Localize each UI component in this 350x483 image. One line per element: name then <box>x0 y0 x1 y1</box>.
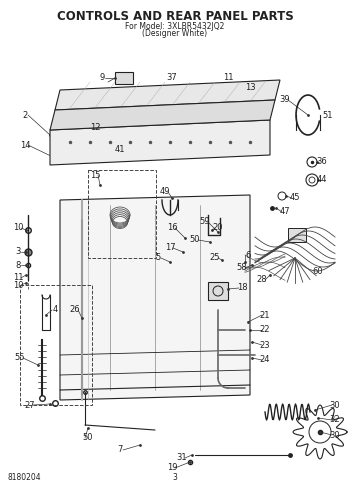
Text: 12: 12 <box>90 124 100 132</box>
Polygon shape <box>55 80 280 110</box>
Text: 15: 15 <box>90 170 100 180</box>
Text: 58: 58 <box>237 264 247 272</box>
Polygon shape <box>60 195 250 400</box>
Text: 11: 11 <box>223 73 233 83</box>
Text: For Model: 3XLBR5432JQ2: For Model: 3XLBR5432JQ2 <box>125 22 225 31</box>
Text: 60: 60 <box>313 268 323 276</box>
Text: 11: 11 <box>13 273 23 283</box>
Text: 20: 20 <box>213 224 223 232</box>
Text: 9: 9 <box>99 73 105 83</box>
Text: 30: 30 <box>330 430 340 440</box>
Text: 36: 36 <box>317 157 327 167</box>
Text: 59: 59 <box>200 217 210 227</box>
Text: 49: 49 <box>160 187 170 197</box>
Text: 8: 8 <box>15 260 21 270</box>
Text: 7: 7 <box>117 445 123 455</box>
Text: 6: 6 <box>245 251 251 259</box>
Text: 4: 4 <box>52 306 58 314</box>
Text: 50: 50 <box>83 434 93 442</box>
Bar <box>115 72 133 84</box>
Bar <box>20 285 92 405</box>
Text: 18: 18 <box>237 284 247 293</box>
Text: 50: 50 <box>190 236 200 244</box>
Text: 28: 28 <box>257 275 267 284</box>
Text: 27: 27 <box>25 400 35 410</box>
Text: 55: 55 <box>15 354 25 363</box>
Text: 2: 2 <box>22 111 28 119</box>
Text: 14: 14 <box>20 141 30 150</box>
Text: 47: 47 <box>280 208 290 216</box>
Text: 22: 22 <box>260 326 270 335</box>
Polygon shape <box>50 100 275 130</box>
Text: 5: 5 <box>155 254 161 262</box>
Text: 10: 10 <box>13 281 23 289</box>
Text: 17: 17 <box>165 243 175 253</box>
Text: 32: 32 <box>330 415 340 425</box>
Text: 31: 31 <box>177 454 187 463</box>
Text: 26: 26 <box>70 306 80 314</box>
Text: 45: 45 <box>290 194 300 202</box>
Bar <box>288 228 306 242</box>
Bar <box>208 282 228 300</box>
Text: 10: 10 <box>13 224 23 232</box>
Text: 3: 3 <box>173 473 177 483</box>
Text: (Designer White): (Designer White) <box>142 29 208 38</box>
Bar <box>88 170 156 258</box>
Text: 51: 51 <box>323 111 333 119</box>
Text: 44: 44 <box>317 175 327 185</box>
Text: 19: 19 <box>167 464 177 472</box>
Polygon shape <box>50 120 270 165</box>
Text: 13: 13 <box>245 84 255 93</box>
Text: 23: 23 <box>260 341 270 350</box>
Text: CONTROLS AND REAR PANEL PARTS: CONTROLS AND REAR PANEL PARTS <box>57 10 293 23</box>
Text: 37: 37 <box>167 73 177 83</box>
Text: 8180204: 8180204 <box>8 473 42 483</box>
Text: 3: 3 <box>15 247 21 256</box>
Text: 25: 25 <box>210 254 220 262</box>
Text: 39: 39 <box>280 96 290 104</box>
Text: 24: 24 <box>260 355 270 365</box>
Text: 16: 16 <box>167 224 177 232</box>
Text: 21: 21 <box>260 311 270 319</box>
Text: 30: 30 <box>330 400 340 410</box>
Text: 41: 41 <box>115 145 125 155</box>
